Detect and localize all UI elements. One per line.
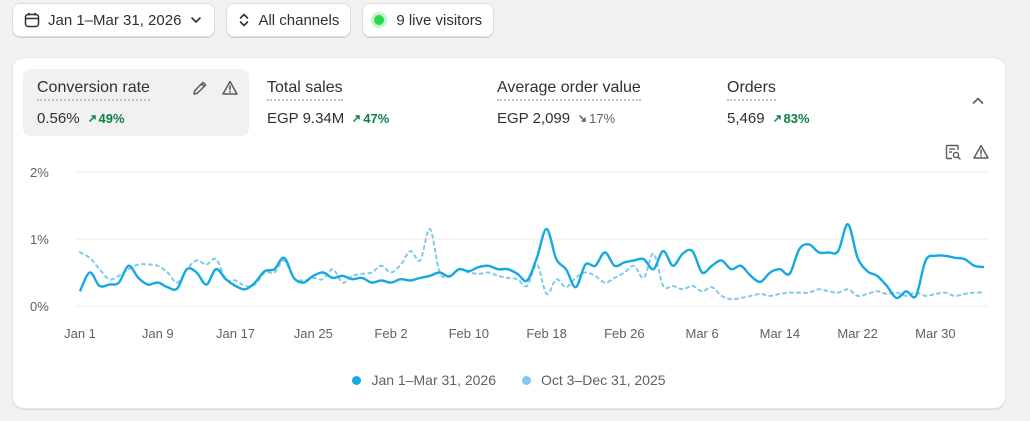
analytics-card: 2% 1% 0% Jan 1 Jan 9 Jan 17 Jan 25 Feb 2 Feb 10 F… bbox=[12, 57, 1006, 409]
metric-value-row: 0.56% 49% bbox=[37, 110, 125, 127]
sort-arrows-icon bbox=[240, 13, 249, 27]
channels-selector[interactable]: All channels bbox=[226, 3, 352, 37]
metric-total-sales[interactable]: Total sales EGP 9.34M 47% bbox=[253, 69, 473, 136]
metric-value: EGP 9.34M bbox=[267, 110, 345, 127]
x-tick-label: Jan 25 bbox=[294, 326, 333, 341]
chart-legend: Jan 1–Mar 31, 2026 Oct 3–Dec 31, 2025 bbox=[12, 372, 1006, 388]
x-tick-label: Feb 26 bbox=[604, 326, 644, 341]
x-tick-label: Jan 1 bbox=[64, 326, 96, 341]
channels-label: All channels bbox=[258, 11, 340, 29]
date-range-label: Jan 1–Mar 31, 2026 bbox=[48, 11, 182, 29]
metric-delta-value: 17% bbox=[589, 111, 616, 126]
legend-item-comparison[interactable]: Oct 3–Dec 31, 2025 bbox=[522, 372, 666, 388]
arrow-up-right-icon bbox=[353, 115, 361, 123]
metric-value-row: EGP 9.34M 47% bbox=[267, 110, 389, 127]
x-tick-label: Feb 10 bbox=[449, 326, 489, 341]
chevron-down-icon bbox=[191, 17, 202, 23]
x-tick-label: Mar 14 bbox=[760, 326, 800, 341]
warning-icon[interactable] bbox=[972, 143, 990, 161]
pencil-icon[interactable] bbox=[191, 79, 209, 97]
legend-label: Jan 1–Mar 31, 2026 bbox=[371, 372, 496, 388]
metric-orders[interactable]: Orders 5,469 83% bbox=[713, 69, 913, 136]
y-tick-label: 0% bbox=[30, 299, 49, 314]
x-tick-label: Mar 6 bbox=[685, 326, 718, 341]
metric-value: 5,469 bbox=[727, 110, 765, 127]
metric-delta: 17% bbox=[578, 111, 615, 126]
metric-value-row: EGP 2,099 17% bbox=[497, 110, 615, 127]
legend-dot bbox=[522, 375, 531, 385]
conversion-rate-chart: 2% 1% 0% Jan 1 Jan 9 Jan 17 Jan 25 Feb 2 Feb 10 F… bbox=[30, 165, 988, 341]
chevron-up-icon[interactable] bbox=[970, 93, 986, 109]
metric-delta-value: 83% bbox=[783, 111, 810, 126]
metric-delta: 49% bbox=[88, 111, 125, 126]
metric-conversion-rate[interactable]: Conversion rate 0.56% 49% bbox=[23, 69, 249, 136]
metric-label[interactable]: Conversion rate bbox=[37, 79, 150, 101]
metric-delta-value: 47% bbox=[363, 111, 390, 126]
y-tick-label: 1% bbox=[30, 232, 49, 247]
search-report-icon[interactable] bbox=[944, 143, 962, 161]
metric-label[interactable]: Orders bbox=[727, 79, 776, 101]
metric-delta: 47% bbox=[352, 111, 389, 126]
legend-dot bbox=[352, 375, 362, 385]
metric-label[interactable]: Average order value bbox=[497, 79, 641, 101]
metric-value: 0.56% bbox=[37, 110, 80, 127]
legend-item-current[interactable]: Jan 1–Mar 31, 2026 bbox=[352, 372, 496, 388]
live-status-dot bbox=[374, 15, 385, 25]
x-tick-label: Jan 17 bbox=[216, 326, 255, 341]
calendar-icon bbox=[24, 12, 40, 28]
x-tick-label: Mar 22 bbox=[837, 326, 877, 341]
date-range-picker[interactable]: Jan 1–Mar 31, 2026 bbox=[12, 3, 216, 37]
arrow-up-right-icon bbox=[88, 115, 96, 123]
metric-value: EGP 2,099 bbox=[497, 110, 571, 127]
top-toolbar: Jan 1–Mar 31, 2026 All channels 9 live v… bbox=[12, 3, 495, 37]
arrow-up-right-icon bbox=[773, 115, 781, 123]
metric-label[interactable]: Total sales bbox=[267, 79, 343, 101]
x-tick-label: Feb 18 bbox=[526, 326, 566, 341]
metric-value-row: 5,469 83% bbox=[727, 110, 810, 127]
live-visitors-button[interactable]: 9 live visitors bbox=[362, 3, 495, 37]
legend-label: Oct 3–Dec 31, 2025 bbox=[541, 372, 666, 388]
metric-delta: 83% bbox=[773, 111, 810, 126]
metric-tools bbox=[191, 79, 239, 97]
chart-tools bbox=[944, 143, 990, 161]
arrow-down-right-icon bbox=[579, 114, 586, 122]
warning-icon[interactable] bbox=[221, 79, 239, 97]
x-tick-label: Feb 2 bbox=[374, 326, 407, 341]
live-visitors-label: 9 live visitors bbox=[396, 11, 483, 29]
metric-delta-value: 49% bbox=[98, 111, 125, 126]
y-tick-label: 2% bbox=[30, 165, 49, 180]
series-line-current bbox=[78, 223, 985, 300]
x-tick-label: Jan 9 bbox=[142, 326, 174, 341]
metric-average-order-value[interactable]: Average order value EGP 2,099 17% bbox=[483, 69, 703, 136]
x-tick-label: Mar 30 bbox=[915, 326, 955, 341]
